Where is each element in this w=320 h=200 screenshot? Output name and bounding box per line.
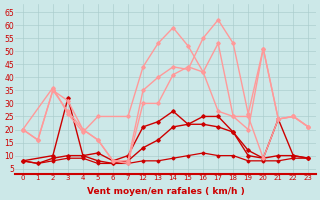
X-axis label: Vent moyen/en rafales ( km/h ): Vent moyen/en rafales ( km/h )	[87, 187, 244, 196]
